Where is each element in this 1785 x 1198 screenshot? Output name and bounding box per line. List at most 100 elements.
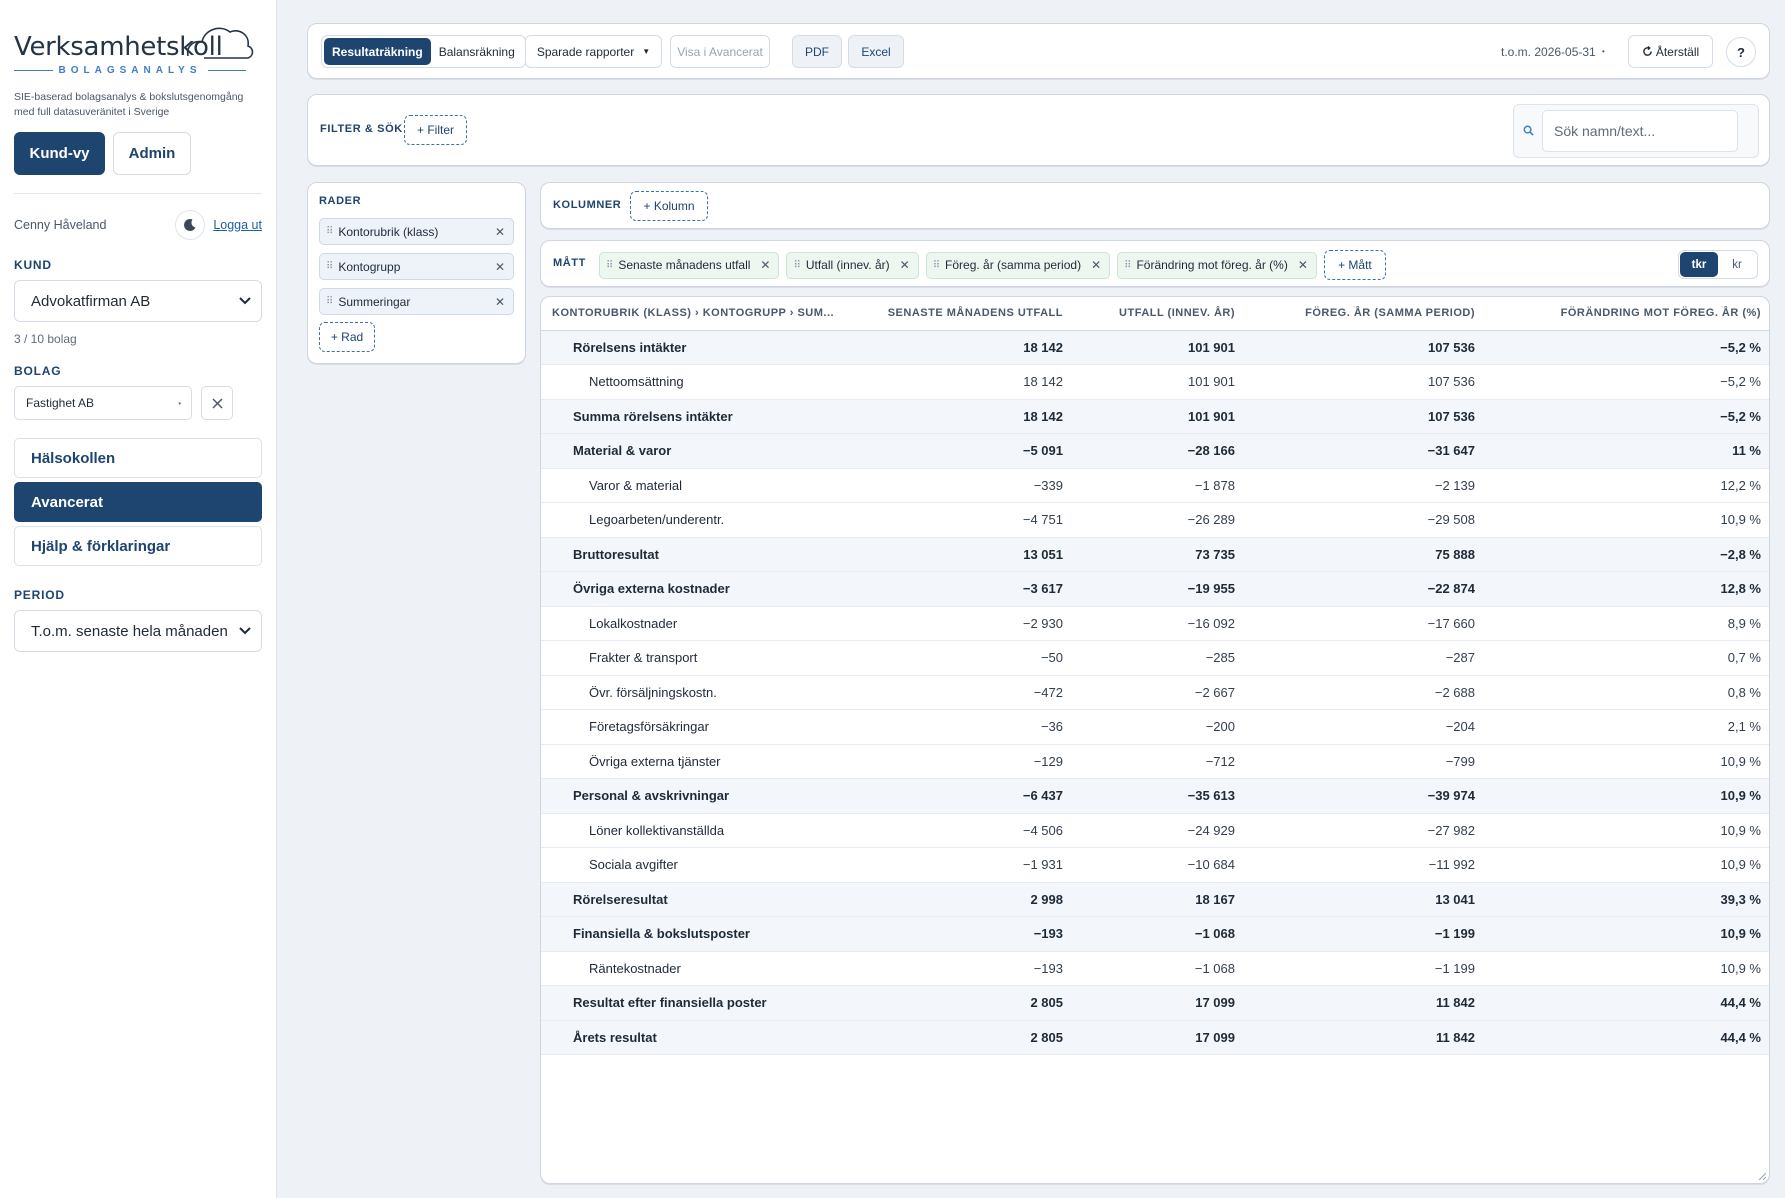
row-label-cell: Varor & material <box>541 468 841 503</box>
remove-chip-close-icon[interactable]: ✕ <box>1297 258 1308 272</box>
measure-chip-change-percent[interactable]: ⠿ Förändring mot föreg. år (%) ✕ <box>1117 251 1317 279</box>
remove-chip-close-icon[interactable]: ✕ <box>494 224 505 239</box>
table-row-group[interactable]: Summa rörelsens intäkter 18 142 101 901 107… <box>541 399 1769 434</box>
value-cell: 44,4 % <box>1485 1020 1769 1055</box>
company-select[interactable]: Fastighet AB • <box>14 386 192 420</box>
unit-tkr-button[interactable]: tkr <box>1680 252 1718 277</box>
column-header-rows[interactable]: KONTORUBRIK (KLASS) › KONTOGRUPP › SUM..… <box>541 297 841 331</box>
table-row[interactable]: Sociala avgifter −1 931 −10 684 −11 992 10,9… <box>541 847 1769 883</box>
table-row[interactable]: Övr. försäljningskostn. −472 −2 667 −2 688 0… <box>541 675 1769 710</box>
table-row-group[interactable]: Årets resultat 2 805 17 099 11 842 44,4 % <box>541 1020 1769 1055</box>
show-in-advanced-button[interactable]: Visa i Avancerat <box>670 35 770 68</box>
table-row-group[interactable]: Material & varor −5 091 −28 166 −31 647 11 % <box>541 433 1769 469</box>
excel-button[interactable]: Excel <box>848 35 904 68</box>
table-row[interactable]: Lokalkostnader −2 930 −16 092 −17 660 8,9 % <box>541 606 1769 641</box>
measures-label: MÅTT <box>553 257 586 269</box>
chevron-down-icon <box>239 297 251 305</box>
column-header-previous-year[interactable]: FÖREG. ÅR (SAMMA PERIOD) <box>1245 297 1485 331</box>
help-button[interactable]: ? <box>1726 37 1756 67</box>
report-toolbar: Resultaträkning Balansräkning Sparade ra… <box>307 23 1770 79</box>
admin-button[interactable]: Admin <box>113 132 191 175</box>
table-row[interactable]: Löner kollektivanställda −4 506 −24 929 −27… <box>541 813 1769 848</box>
period-select[interactable]: T.o.m. senaste hela månaden <box>14 610 262 652</box>
theme-toggle-moon-icon[interactable] <box>175 210 206 240</box>
table-row-group[interactable]: Resultat efter finansiella poster 2 805 17… <box>541 985 1769 1021</box>
row-label-cell: Övr. försäljningskostn. <box>541 675 841 710</box>
drag-handle-icon[interactable]: ⠿ <box>1124 259 1131 271</box>
drag-handle-icon[interactable]: ⠿ <box>326 296 333 307</box>
reset-button[interactable]: Återställ <box>1628 35 1713 68</box>
sidebar: Verksamhetskoll BOLAGSANALYS SIE-baserad… <box>0 0 277 1198</box>
dropdown-dot-icon: • <box>178 398 181 408</box>
table-row-group[interactable]: Personal & avskrivningar −6 437 −35 613 −39… <box>541 778 1769 814</box>
measure-chip-latest-month[interactable]: ⠿ Senaste månadens utfall ✕ <box>599 251 780 279</box>
column-header-current-year[interactable]: UTFALL (INNEV. ÅR) <box>1073 297 1245 331</box>
measure-chip-previous-year[interactable]: ⠿ Föreg. år (samma period) ✕ <box>925 251 1111 279</box>
remove-chip-close-icon[interactable]: ✕ <box>899 258 910 272</box>
table-row-group[interactable]: Rörelsens intäkter 18 142 101 901 107 536 −5… <box>541 330 1769 365</box>
nav-item-help[interactable]: Hjälp & förklaringar <box>14 526 262 566</box>
tab-resultatrakning[interactable]: Resultaträkning <box>324 38 431 65</box>
table-row-group[interactable]: Övriga externa kostnader −3 617 −19 955 −22… <box>541 571 1769 607</box>
company-select-value: Fastighet AB <box>26 396 95 410</box>
tab-balansrakning[interactable]: Balansräkning <box>438 44 515 59</box>
value-cell: 101 901 <box>1073 330 1245 365</box>
customer-view-button[interactable]: Kund-vy <box>14 132 105 175</box>
row-label-cell: Summa rörelsens intäkter <box>541 399 841 434</box>
clear-company-button[interactable] <box>201 386 233 420</box>
column-header-latest-month[interactable]: SENASTE MÅNADENS UTFALL <box>841 297 1073 331</box>
value-cell: −287 <box>1245 640 1485 676</box>
value-cell: 2 805 <box>841 1020 1073 1055</box>
table-row-group[interactable]: Rörelseresultat 2 998 18 167 13 041 39,3 % <box>541 882 1769 917</box>
table-row[interactable]: Övriga externa tjänster −129 −712 −799 10,9 … <box>541 744 1769 779</box>
drag-handle-icon[interactable]: ⠿ <box>932 259 940 271</box>
value-cell: 0,8 % <box>1485 675 1769 710</box>
value-cell: −29 508 <box>1245 502 1485 538</box>
value-cell: 10,9 % <box>1485 778 1769 814</box>
row-chip-kontorubrik[interactable]: ⠿ Kontorubrik (klass) ✕ <box>319 218 514 245</box>
add-filter-button[interactable]: + Filter <box>404 115 467 145</box>
drag-handle-icon[interactable]: ⠿ <box>326 261 333 272</box>
value-cell: 17 099 <box>1073 985 1245 1021</box>
unit-toggle: tkr kr <box>1678 250 1758 279</box>
search-input[interactable] <box>1542 110 1738 152</box>
value-cell: 11 % <box>1485 433 1769 469</box>
table-row[interactable]: Varor & material −339 −1 878 −2 139 12,2 % <box>541 468 1769 503</box>
table-row[interactable]: Nettoomsättning 18 142 101 901 107 536 −5,2 … <box>541 364 1769 400</box>
drag-handle-icon[interactable]: ⠿ <box>326 226 333 237</box>
drag-handle-icon[interactable]: ⠿ <box>606 259 613 271</box>
remove-chip-close-icon[interactable]: ✕ <box>494 259 505 274</box>
nav-item-halsokollen[interactable]: Hälsokollen <box>14 438 262 478</box>
value-cell: 101 901 <box>1073 399 1245 434</box>
add-column-button[interactable]: + Kolumn <box>630 191 708 221</box>
drag-handle-icon[interactable]: ⠿ <box>793 259 800 271</box>
customer-select[interactable]: Advokatfirman AB <box>14 280 262 322</box>
unit-kr-button[interactable]: kr <box>1732 258 1742 271</box>
pdf-button[interactable]: PDF <box>792 35 842 68</box>
value-cell: 73 735 <box>1073 537 1245 572</box>
value-cell: −339 <box>841 468 1073 503</box>
logout-link[interactable]: Logga ut <box>213 218 262 232</box>
table-row-group[interactable]: Finansiella & bokslutsposter −193 −1 068 −1… <box>541 916 1769 952</box>
remove-chip-close-icon[interactable]: ✕ <box>494 294 505 309</box>
table-row[interactable]: Räntekostnader −193 −1 068 −1 199 10,9 % <box>541 951 1769 986</box>
value-cell: −26 289 <box>1073 502 1245 538</box>
add-measure-button[interactable]: + Mått <box>1323 250 1386 280</box>
remove-chip-close-icon[interactable]: ✕ <box>1091 258 1102 272</box>
nav-item-avancerat[interactable]: Avancerat <box>14 482 262 522</box>
table-row[interactable]: Företagsförsäkringar −36 −200 −204 2,1 % <box>541 709 1769 745</box>
saved-reports-dropdown[interactable]: Sparade rapporter ▼ <box>525 35 662 68</box>
measure-chip-current-year[interactable]: ⠿ Utfall (innev. år) ✕ <box>786 251 919 279</box>
remove-chip-close-icon[interactable]: ✕ <box>760 258 771 272</box>
row-chip-summeringar[interactable]: ⠿ Summeringar ✕ <box>319 288 514 315</box>
column-header-change-percent[interactable]: FÖRÄNDRING MOT FÖREG. ÅR (%) <box>1485 297 1769 331</box>
row-chip-kontogrupp[interactable]: ⠿ Kontogrupp ✕ <box>319 253 514 280</box>
resize-handle-icon[interactable] <box>1757 1171 1767 1181</box>
table-row[interactable]: Legoarbeten/underentr. −4 751 −26 289 −29 5… <box>541 502 1769 538</box>
period-end-date[interactable]: t.o.m. 2026-05-31 <box>1501 45 1596 59</box>
value-cell: 11 842 <box>1245 985 1485 1021</box>
brand-subline: BOLAGSANALYS <box>14 63 247 77</box>
add-row-button[interactable]: + Rad <box>319 322 375 352</box>
table-row-group[interactable]: Bruttoresultat 13 051 73 735 75 888 −2,8 % <box>541 537 1769 572</box>
table-row[interactable]: Frakter & transport −50 −285 −287 0,7 % <box>541 640 1769 676</box>
